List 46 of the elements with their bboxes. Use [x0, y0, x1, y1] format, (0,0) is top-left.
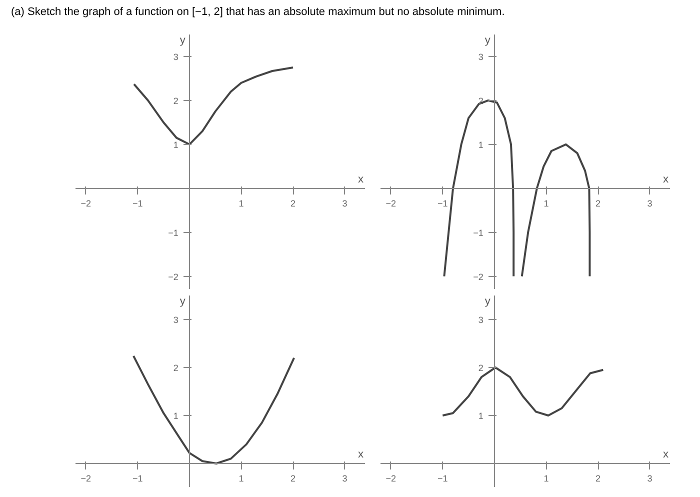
y-axis-title: y	[484, 34, 491, 46]
y-tick-label: −1	[473, 228, 484, 238]
x-tick-label: 3	[647, 198, 652, 208]
x-tick-label: 3	[342, 198, 348, 208]
line-series	[520, 143, 591, 278]
x-axis-title: x	[358, 173, 364, 186]
y-tick-label: 3	[173, 315, 178, 325]
x-tick-label: 2	[595, 198, 601, 208]
x-tick-label: 2	[290, 474, 296, 484]
x-tick-label: 3	[342, 474, 348, 484]
x-tick-label: −1	[132, 198, 143, 208]
x-axis-title: x	[663, 173, 669, 186]
x-axis-title: x	[663, 448, 669, 460]
y-axis-title: y	[180, 34, 186, 46]
y-tick-label: −1	[168, 228, 178, 238]
x-tick-label: −2	[386, 474, 396, 484]
x-axis-title: x	[358, 448, 364, 460]
x-tick-label: −1	[438, 474, 448, 484]
x-tick-label: −2	[386, 198, 396, 208]
y-tick-label: 3	[478, 315, 484, 325]
y-tick-label: 3	[173, 52, 178, 62]
x-tick-label: 1	[238, 198, 244, 208]
x-tick-label: −2	[80, 474, 91, 484]
x-tick-label: 1	[544, 474, 549, 484]
y-tick-label: −2	[168, 272, 178, 282]
line-series	[132, 354, 296, 464]
x-tick-label: 3	[647, 474, 652, 484]
x-tick-label: 2	[595, 474, 601, 484]
x-tick-label: −1	[438, 198, 448, 208]
x-tick-label: −2	[80, 198, 91, 208]
y-tick-label: 2	[478, 363, 484, 373]
x-tick-label: 1	[544, 198, 549, 208]
x-tick-label: 2	[290, 198, 296, 208]
x-tick-label: −1	[132, 474, 143, 484]
y-tick-label: −2	[473, 272, 484, 282]
y-tick-label: 3	[478, 52, 484, 62]
x-tick-label: 1	[238, 474, 244, 484]
y-tick-label: 1	[478, 411, 484, 421]
y-tick-label: 1	[173, 140, 178, 150]
y-tick-label: 2	[173, 363, 178, 373]
y-axis-title: y	[180, 296, 186, 308]
y-tick-label: 1	[173, 411, 178, 421]
y-axis-title: y	[484, 296, 491, 308]
y-tick-label: 1	[478, 140, 484, 150]
y-tick-label: 2	[173, 96, 178, 106]
chart-title: (a) Sketch the graph of a function on [−1, 2] that has an absolute maximum but no absolute minimum.	[11, 5, 505, 20]
